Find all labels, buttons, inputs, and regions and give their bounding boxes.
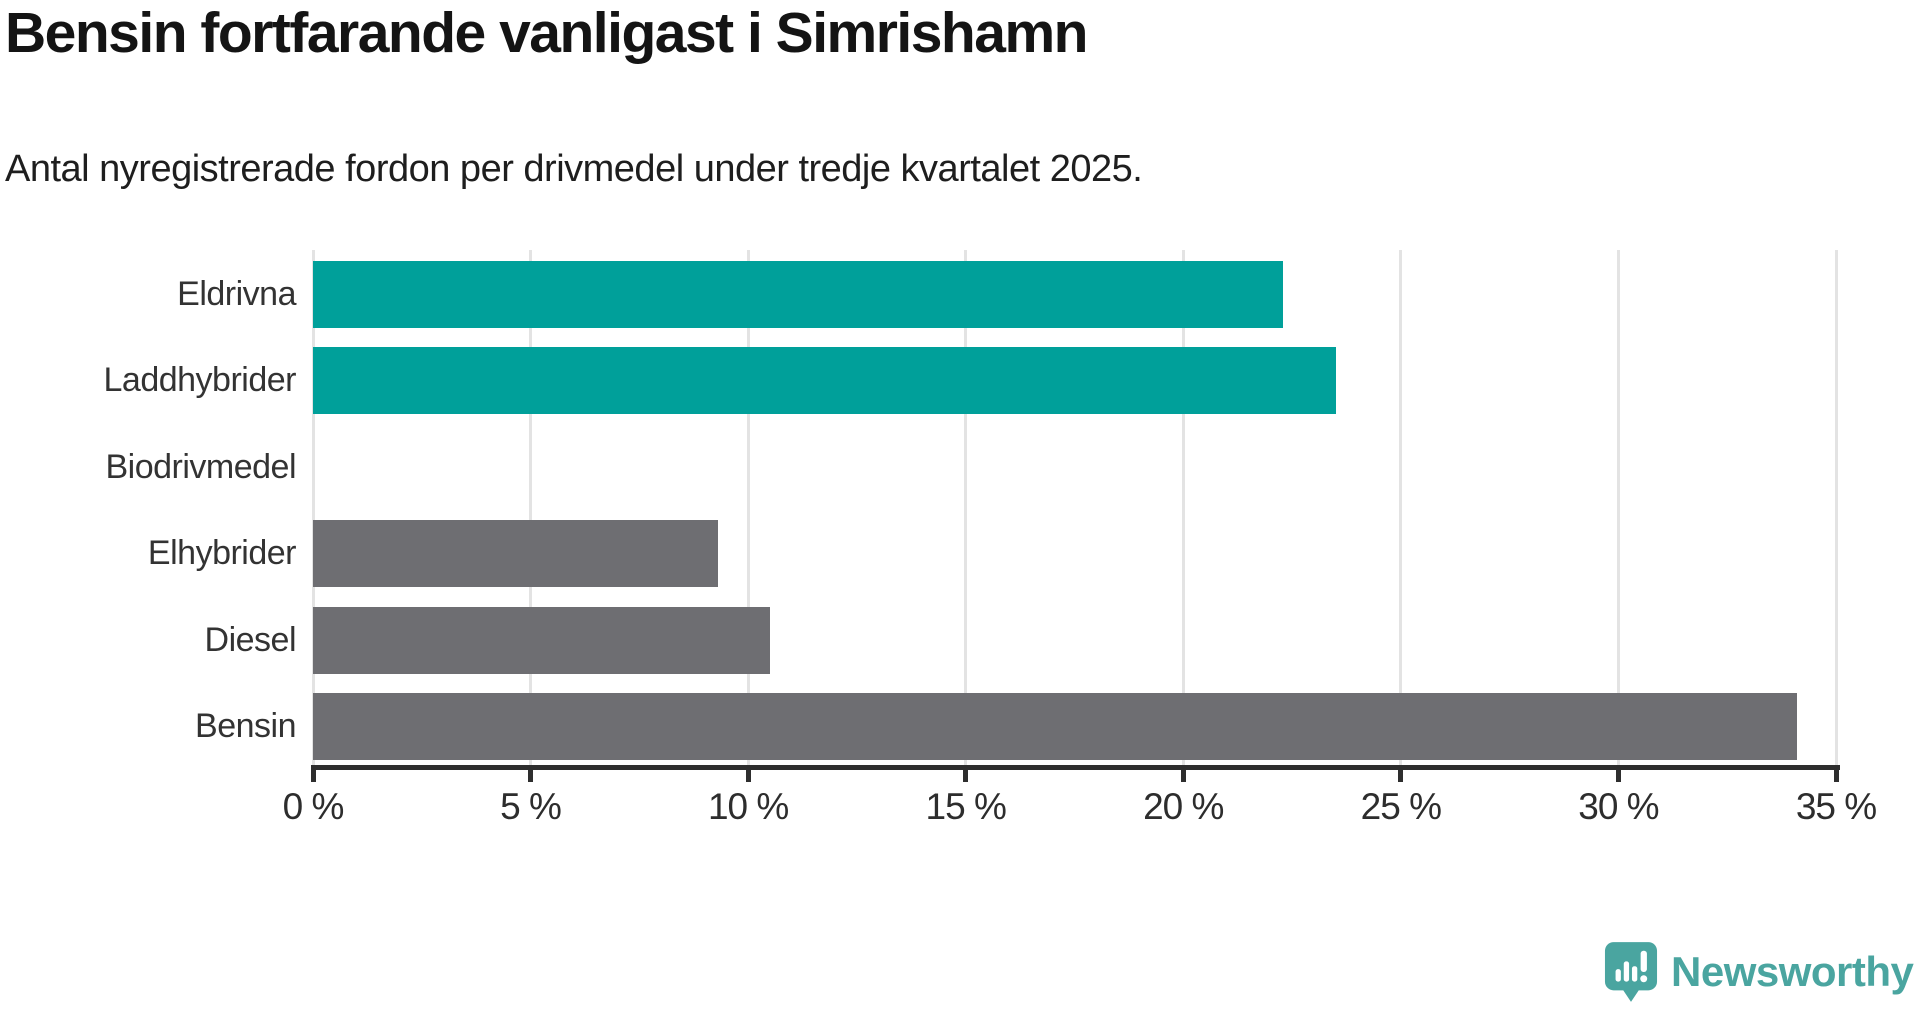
x-tick-5 — [528, 769, 534, 782]
x-axis-line — [311, 765, 1840, 770]
gridline-25 — [1399, 250, 1403, 765]
y-label-eldrivna: Eldrivna — [177, 275, 296, 313]
plot-area — [311, 250, 1838, 765]
x-tick-label-25: 25 % — [1360, 786, 1442, 827]
bar-bensin — [313, 693, 1797, 760]
x-tick-label-0: 0 % — [282, 786, 345, 827]
bar-diesel — [313, 606, 770, 674]
gridline-35 — [1834, 250, 1838, 765]
x-tick-label-20: 20 % — [1143, 786, 1224, 827]
newsworthy-logo: Newsworthy — [1604, 940, 1914, 1004]
x-tick-30 — [1615, 769, 1621, 782]
x-tick-label-35: 35 % — [1795, 786, 1877, 827]
x-tick-10 — [745, 769, 751, 782]
y-label-elhybrider: Elhybrider — [147, 534, 297, 573]
chart-title: Bensin fortfarande vanligast i Simrisham… — [5, 1, 1088, 65]
y-label-bensin: Bensin — [195, 707, 296, 745]
x-tick-15 — [963, 769, 969, 782]
y-label-laddhybrider: Laddhybrider — [103, 361, 297, 400]
gridline-10 — [746, 250, 750, 765]
y-label-biodrivmedel: Biodrivmedel — [105, 447, 296, 486]
newsworthy-speech-bubble-chart-icon — [1604, 942, 1658, 1002]
x-tick-25 — [1398, 769, 1404, 782]
chart-subtitle: Antal nyregistrerade fordon per drivmede… — [5, 148, 1143, 190]
gridline-20 — [1181, 250, 1185, 765]
gridline-5 — [529, 250, 533, 765]
gridline-0 — [311, 250, 315, 765]
x-tick-35 — [1833, 769, 1839, 782]
gridline-30 — [1616, 250, 1620, 765]
gridline-15 — [964, 250, 968, 765]
x-tick-label-30: 30 % — [1578, 786, 1659, 827]
x-tick-label-10: 10 % — [707, 786, 789, 827]
bar-elhybrider — [313, 520, 718, 588]
bar-eldrivna — [313, 261, 1284, 328]
x-tick-label-5: 5 % — [500, 786, 562, 827]
x-tick-20 — [1180, 769, 1186, 782]
y-label-diesel: Diesel — [204, 620, 297, 659]
bar-laddhybrider — [313, 347, 1336, 415]
x-tick-label-15: 15 % — [925, 786, 1007, 827]
newsworthy-logo-text: Newsworthy — [1671, 948, 1914, 995]
x-tick-0 — [310, 769, 316, 782]
